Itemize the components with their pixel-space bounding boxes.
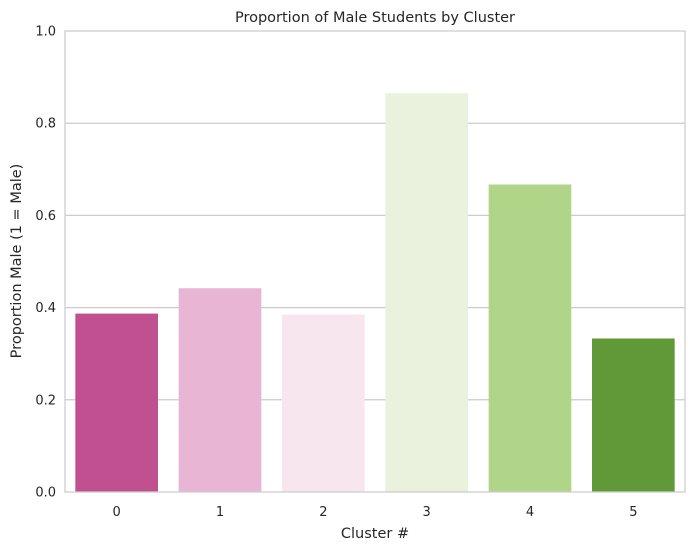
x-tick-label: 3 xyxy=(423,505,431,520)
y-axis-label: Proportion Male (1 = Male) xyxy=(9,164,25,359)
x-axis-label: Cluster # xyxy=(341,526,409,542)
bar-cluster-0 xyxy=(75,313,158,492)
bar-cluster-4 xyxy=(488,184,572,492)
bar-cluster-5 xyxy=(592,338,675,492)
bar-cluster-1 xyxy=(178,288,262,492)
y-tick-label: 0.4 xyxy=(35,301,56,316)
y-tick-label: 0.6 xyxy=(35,209,56,224)
y-tick-labels: 0.0 0.2 0.4 0.6 0.8 1.0 xyxy=(35,25,56,501)
x-tick-labels: 0 1 2 3 4 5 xyxy=(113,505,638,520)
x-tick-label: 1 xyxy=(216,505,224,520)
x-tick-label: 5 xyxy=(629,505,637,520)
y-tick-label: 0.8 xyxy=(35,117,56,132)
bar-cluster-2 xyxy=(282,314,365,492)
bar-cluster-3 xyxy=(385,93,468,493)
plot-frame xyxy=(64,30,686,493)
y-tick-label: 0.0 xyxy=(35,486,56,501)
gridlines xyxy=(65,122,685,401)
x-tick-label: 4 xyxy=(526,505,534,520)
x-tick-label: 0 xyxy=(113,505,121,520)
bars xyxy=(75,93,675,493)
chart-title: Proportion of Male Students by Cluster xyxy=(235,10,515,26)
y-tick-label: 0.2 xyxy=(35,393,56,408)
y-tick-label: 1.0 xyxy=(35,25,56,40)
x-tick-label: 2 xyxy=(319,505,327,520)
